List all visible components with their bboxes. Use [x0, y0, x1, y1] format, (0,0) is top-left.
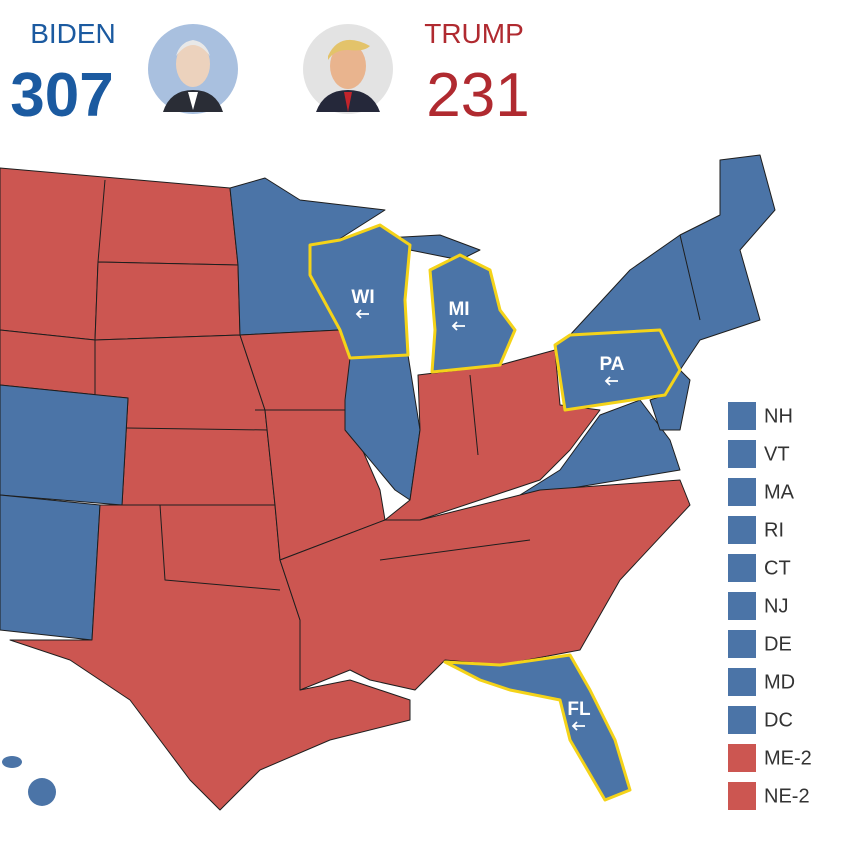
state	[0, 494, 101, 641]
candidate-name: BIDEN	[30, 18, 116, 49]
legend-label: VT	[764, 443, 790, 465]
state	[384, 349, 601, 521]
electoral-votes: 307	[10, 61, 113, 130]
legend-label: CT	[764, 557, 791, 579]
legend-swatch	[728, 440, 756, 468]
legend-swatch	[728, 744, 756, 772]
legend-swatch	[728, 478, 756, 506]
legend-swatch	[728, 668, 756, 696]
state	[308, 223, 412, 360]
state	[0, 384, 129, 506]
state-label: WI	[351, 287, 374, 308]
flip-arrow	[451, 321, 465, 331]
legend-swatch	[728, 782, 756, 810]
legend-label: MA	[764, 481, 795, 503]
state	[428, 253, 517, 374]
legend-label: DC	[764, 709, 793, 731]
flip-arrow	[355, 309, 369, 319]
state	[28, 778, 56, 806]
flip-arrow	[604, 376, 618, 386]
legend-swatch	[728, 630, 756, 658]
legend-swatch	[728, 402, 756, 430]
legend-label: ME-2	[764, 747, 812, 769]
legend-label: RI	[764, 519, 784, 541]
legend-label: DE	[764, 633, 792, 655]
electoral-votes: 231	[426, 61, 529, 130]
legend-label: NJ	[764, 595, 788, 617]
candidate-name: TRUMP	[424, 18, 524, 49]
state	[553, 328, 682, 412]
state	[344, 354, 421, 501]
legend-swatch	[728, 706, 756, 734]
portrait	[303, 24, 393, 114]
us-map	[0, 154, 776, 811]
state	[94, 261, 241, 341]
state	[443, 653, 632, 802]
state-label: FL	[567, 699, 591, 720]
legend-label: NH	[764, 405, 793, 427]
legend-swatch	[728, 592, 756, 620]
legend-label: MD	[764, 671, 795, 693]
flip-arrow	[571, 721, 585, 731]
state-label: PA	[600, 354, 625, 375]
legend-swatch	[728, 554, 756, 582]
legend-label: NE-2	[764, 785, 810, 807]
portrait	[148, 24, 238, 114]
state	[2, 756, 22, 768]
state-label: MI	[448, 299, 469, 320]
legend-swatch	[728, 516, 756, 544]
